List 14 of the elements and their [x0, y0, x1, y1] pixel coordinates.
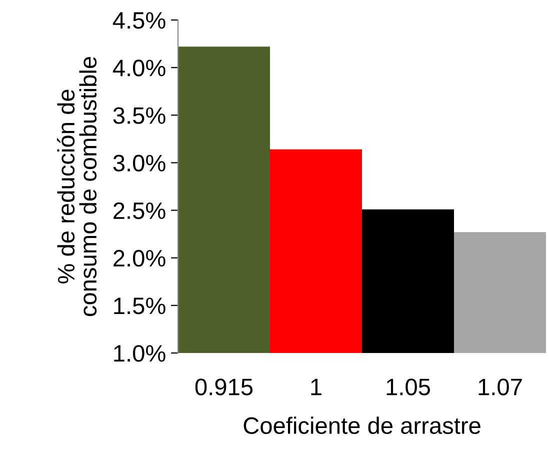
y-tick-label: 4.0%: [112, 60, 166, 76]
x-tick-label: 0.915: [195, 378, 253, 396]
y-axis-title: % de reducción de consumo de combustible: [56, 56, 97, 316]
x-axis-title: Coeficiente de arrastre: [244, 416, 480, 434]
y-tick-label: 4.5%: [112, 12, 166, 29]
y-tick-label: 3.5%: [113, 107, 166, 124]
y-tick-label: 3.0%: [113, 154, 166, 172]
y-tick-label: 1.0%: [114, 345, 166, 362]
x-tick-label: 1: [311, 378, 322, 396]
x-tick-label: 1.07: [478, 378, 522, 396]
y-tick-label: 2.0%: [114, 250, 166, 267]
y-tick-label: 2.5%: [114, 202, 166, 220]
x-tick-label: 1.05: [386, 378, 430, 396]
y-tick-label: 1.5%: [114, 298, 166, 314]
